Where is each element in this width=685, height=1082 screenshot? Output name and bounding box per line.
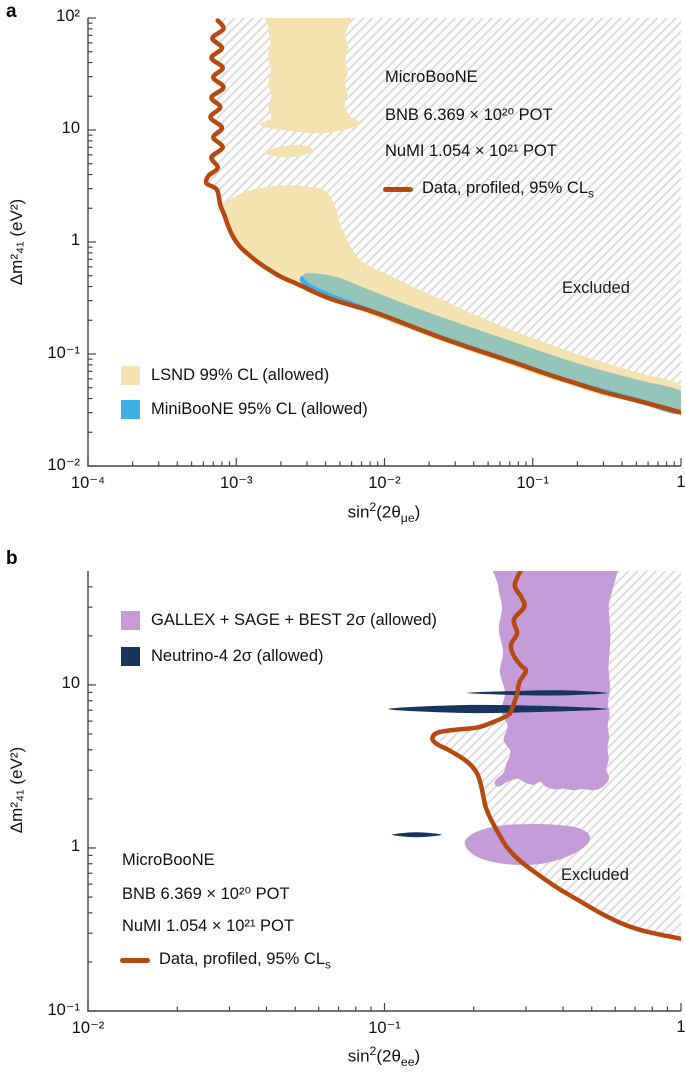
region-lsnd-miniboone-overlap — [303, 273, 681, 410]
lsnd-swatch — [121, 366, 140, 385]
axes-a — [87, 17, 682, 467]
panel-a-label: a — [6, 1, 17, 22]
x-tick-label-a: 10⁻¹ — [516, 474, 550, 492]
region-lsnd-lens — [264, 145, 313, 158]
y-tick-label-a: 10² — [56, 7, 80, 25]
y-tick-label-b: 1 — [70, 836, 80, 855]
y-axis-label-a: Δm²₄₁ (eV²) — [7, 198, 26, 286]
region-lsnd-band — [217, 185, 681, 415]
x-tick-label-b: 1 — [676, 1018, 685, 1036]
excluded-label-a: Excluded — [562, 279, 630, 297]
data-curve-legend-b: Data, profiled, 95% CLs — [120, 950, 331, 971]
y-tick-label-b: 10 — [61, 673, 80, 692]
x-tick-label-a: 1 — [676, 473, 685, 491]
bnb-pot-line: BNB 6.369 × 10²⁰ POT — [385, 106, 553, 124]
y-tick-label-a: 10⁻¹ — [47, 344, 80, 362]
x-tick-label-a: 10⁻² — [368, 474, 401, 492]
miniboone-swatch — [121, 400, 140, 419]
region-gallex-island — [464, 824, 591, 865]
data-curve-swatch-b — [120, 958, 150, 964]
neutrino4-legend-label: Neutrino-4 2σ (allowed) — [151, 647, 324, 665]
legend-neutrino4: Neutrino-4 2σ (allowed) — [121, 647, 324, 666]
miniboone-legend-label: MiniBooNE 95% CL (allowed) — [151, 400, 368, 418]
data-curve-legend-label: Data, profiled, 95% CLs — [422, 179, 594, 201]
legend-lsnd: LSND 99% CL (allowed) — [121, 366, 329, 385]
exclusion-limit-curve-b — [430, 571, 681, 942]
legend-miniboone: MiniBooNE 95% CL (allowed) — [121, 400, 368, 419]
data-curve-legend: Data, profiled, 95% CLs — [383, 179, 594, 200]
numi-pot-line: NuMI 1.054 × 10²¹ POT — [385, 142, 557, 160]
x-tick-label-a: 10⁻³ — [219, 474, 253, 492]
legend-gallex: GALLEX + SAGE + BEST 2σ (allowed) — [121, 611, 437, 630]
experiment-name: MicroBooNE — [385, 68, 478, 86]
region-lsnd-top-column — [260, 18, 361, 134]
x-axis-label-b: sin2(2θee) — [347, 1044, 421, 1070]
region-neutrino4-lens-2 — [388, 704, 608, 714]
plot-area-a — [203, 18, 681, 415]
y-tick-label-a: 10 — [61, 119, 80, 137]
x-tick-label-b: 10⁻¹ — [368, 1019, 401, 1037]
region-neutrino4-lens-1 — [467, 690, 608, 696]
exclusion-limit-curve-a — [203, 18, 681, 415]
excluded-label-b: Excluded — [561, 866, 629, 884]
x-axis-label-a: sin2(2θμe) — [347, 500, 421, 526]
y-tick-label-a: 10⁻² — [47, 456, 80, 474]
y-tick-label-a: 1 — [70, 231, 80, 249]
x-tick-label-a: 10⁻⁴ — [70, 474, 106, 492]
panel-b-label: b — [6, 548, 18, 569]
data-curve-swatch — [383, 187, 413, 193]
x-tick-label-b: 10⁻² — [71, 1019, 105, 1037]
y-axis-label-b: Δm²₄₁ (eV²) — [7, 746, 26, 834]
axes-b — [87, 571, 682, 1012]
plot-area-b — [388, 571, 681, 942]
region-gallex-column — [492, 571, 618, 791]
gallex-swatch — [121, 611, 140, 630]
bnb-pot-line-b: BNB 6.369 × 10²⁰ POT — [122, 885, 290, 903]
numi-pot-line-b: NuMI 1.054 × 10²¹ POT — [122, 917, 294, 935]
experiment-name-b: MicroBooNE — [122, 851, 215, 869]
y-tick-label-b: 10⁻¹ — [47, 1001, 80, 1019]
neutrino4-swatch — [121, 647, 140, 666]
lsnd-legend-label: LSND 99% CL (allowed) — [151, 366, 330, 384]
data-curve-legend-label-b: Data, profiled, 95% CLs — [159, 950, 331, 972]
gallex-legend-label: GALLEX + SAGE + BEST 2σ (allowed) — [151, 611, 437, 629]
region-neutrino4-lens-3 — [392, 832, 442, 838]
